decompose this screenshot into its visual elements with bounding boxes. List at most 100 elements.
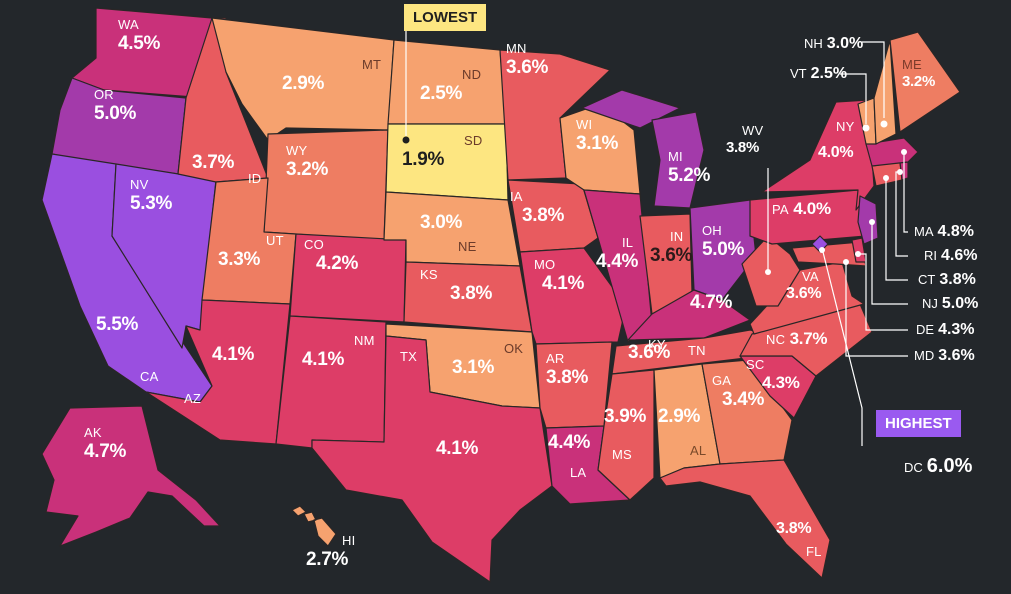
abbr-FL: FL xyxy=(806,544,822,559)
state-GA[interactable] xyxy=(701,359,793,465)
state-AZ[interactable] xyxy=(145,299,291,445)
abbr-IA: IA xyxy=(510,189,523,204)
abbr-WA: WA xyxy=(118,17,139,32)
abbr-NJ: NJ xyxy=(922,296,938,311)
label-LA: 4.4% LA xyxy=(548,430,590,479)
value-MS: 3.9% xyxy=(604,406,647,427)
state-ME[interactable] xyxy=(889,31,961,133)
label-MT: MT 2.9% xyxy=(282,58,381,93)
value-ND: 2.5% xyxy=(420,83,463,104)
value-NH: 3.0% xyxy=(826,35,864,52)
label-OK: OK 3.1% xyxy=(452,342,523,377)
state-IA[interactable] xyxy=(507,179,599,253)
value-GA: 3.4% xyxy=(722,389,765,410)
value-SD: 1.9% xyxy=(402,149,445,170)
value-KS: 3.8% xyxy=(450,283,493,304)
abbr-MO: MO xyxy=(534,257,556,272)
label-AZ: 4.1% AZ xyxy=(184,342,255,405)
abbr-VT: VT xyxy=(790,66,807,81)
abbr-NC: NC xyxy=(766,332,786,347)
value-AL: 2.9% xyxy=(658,406,701,427)
abbr-MD: MD xyxy=(914,348,935,363)
abbr-MN: MN xyxy=(506,41,527,56)
abbr-NV: NV xyxy=(130,177,149,192)
abbr-WI: WI xyxy=(576,117,593,132)
callout-RI: RI 4.6% xyxy=(924,248,977,264)
value-NE: 3.0% xyxy=(420,212,463,233)
value-WV: 3.8% xyxy=(726,139,759,156)
value-OR: 5.0% xyxy=(94,103,137,124)
label-WV: WV 3.8% xyxy=(726,124,763,155)
state-FL[interactable] xyxy=(659,459,831,579)
label-UT: UT 3.3% xyxy=(218,234,284,269)
label-AK: AK 4.7% xyxy=(84,426,126,461)
abbr-NH: NH xyxy=(804,36,823,51)
abbr-DE: DE xyxy=(916,322,935,337)
abbr-MS: MS xyxy=(612,447,632,462)
state-AK[interactable] xyxy=(41,405,221,547)
value-UT: 3.3% xyxy=(218,249,261,270)
label-NV: NV 5.3% xyxy=(130,178,172,213)
abbr-OH: OH xyxy=(702,223,722,238)
callout-NH: NH 3.0% xyxy=(804,36,863,52)
label-SD: SD 1.9% xyxy=(402,134,482,169)
value-AZ: 4.1% xyxy=(212,344,255,365)
label-IN: IN 3.6% xyxy=(650,230,692,265)
abbr-MT: MT xyxy=(362,57,382,72)
state-MI-upper[interactable] xyxy=(581,89,681,129)
label-MS: 3.9% MS xyxy=(604,404,646,461)
callout-MD: MD 3.6% xyxy=(914,348,975,364)
abbr-AZ: AZ xyxy=(184,391,202,406)
label-ND: ND 2.5% xyxy=(420,68,481,103)
value-NY: 4.0% xyxy=(818,144,854,161)
value-HI: 2.7% xyxy=(306,549,349,570)
value-OH: 5.0% xyxy=(702,239,745,260)
label-ID: 3.7% ID xyxy=(192,150,261,185)
state-OH[interactable] xyxy=(689,199,757,301)
label-OH: OH 5.0% xyxy=(702,224,744,259)
abbr-MI: MI xyxy=(668,149,683,164)
value-PA: 4.0% xyxy=(793,199,831,218)
abbr-HI: HI xyxy=(342,533,356,548)
abbr-AK: AK xyxy=(84,425,102,440)
state-TX[interactable] xyxy=(311,335,553,583)
state-MO[interactable] xyxy=(519,247,627,345)
abbr-IN: IN xyxy=(670,229,684,244)
lowest-tag: LOWEST xyxy=(404,4,487,31)
abbr-IL: IL xyxy=(622,235,634,250)
abbr-DC: DC xyxy=(904,460,923,475)
label-IA: IA 3.8% xyxy=(510,190,564,225)
value-NC: 3.7% xyxy=(789,329,828,348)
value-VA: 3.6% xyxy=(786,285,822,302)
label-WY: WY 3.2% xyxy=(286,144,328,179)
state-NH[interactable] xyxy=(873,39,897,145)
state-HI[interactable] xyxy=(291,505,337,547)
label-CA: 5.5% CA xyxy=(96,312,158,383)
value-MD: 3.6% xyxy=(938,347,975,364)
abbr-VA: VA xyxy=(802,269,819,284)
value-RI: 4.6% xyxy=(941,247,978,264)
label-SC: SC 4.3% xyxy=(746,358,800,391)
abbr-GA: GA xyxy=(712,373,732,388)
abbr-TX: TX xyxy=(400,349,418,364)
abbr-AL: AL xyxy=(690,443,707,458)
state-RI[interactable] xyxy=(899,161,909,181)
value-IL: 4.4% xyxy=(596,251,639,272)
callout-DC: DC 6.0% xyxy=(904,456,972,476)
label-PA: PA 4.0% xyxy=(772,200,831,218)
label-NC: NC 3.7% xyxy=(766,330,827,348)
value-ID: 3.7% xyxy=(192,152,235,173)
label-KY: 4.7% KY xyxy=(648,290,732,351)
value-IA: 3.8% xyxy=(522,205,565,226)
abbr-CT: CT xyxy=(918,272,936,287)
value-VT: 2.5% xyxy=(810,65,848,82)
value-ME: 3.2% xyxy=(902,73,935,90)
abbr-NM: NM xyxy=(354,333,375,348)
value-MA: 4.8% xyxy=(937,223,974,240)
value-NV: 5.3% xyxy=(130,193,173,214)
abbr-OK: OK xyxy=(504,341,524,356)
callout-MA: MA 4.8% xyxy=(914,224,974,240)
abbr-CA: CA xyxy=(140,369,159,384)
